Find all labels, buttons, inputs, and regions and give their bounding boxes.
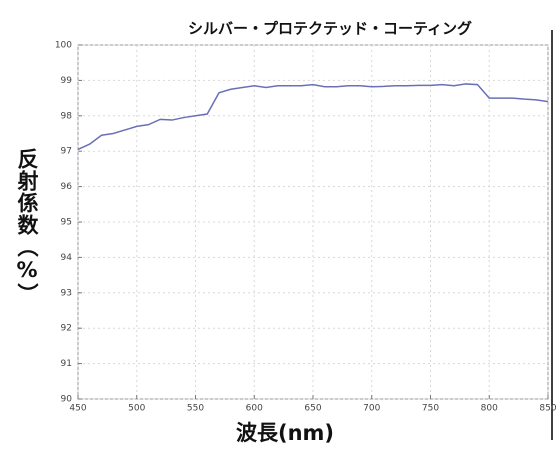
y-tick-label: 95 (61, 218, 72, 228)
data-line (77, 83, 549, 151)
x-tick-label: 750 (422, 404, 439, 414)
x-axis-label: 波長(nm) (236, 421, 334, 445)
y-tick-label: 90 (61, 395, 73, 405)
x-tick-label: 700 (363, 404, 380, 414)
x-tick-label: 600 (246, 404, 263, 414)
x-tick-label: 550 (187, 404, 204, 414)
x-tick-label: 500 (128, 404, 145, 414)
x-tick-label: 650 (304, 404, 321, 414)
y-tick-label: 100 (55, 41, 72, 51)
y-tick-label: 98 (61, 111, 73, 121)
x-tick-label: 450 (69, 404, 86, 414)
x-tick-label: 850 (539, 404, 556, 414)
chart-title: シルバー・プロテクテッド・コーティング (188, 20, 472, 38)
y-tick-label: 94 (61, 253, 73, 263)
y-tick-label: 99 (61, 76, 73, 86)
y-tick-label: 97 (61, 147, 72, 157)
x-tick-label: 800 (481, 404, 498, 414)
y-tick-label: 93 (61, 288, 72, 298)
y-axis-label: 反射係数（%） (15, 148, 39, 305)
y-tick-label: 91 (61, 359, 72, 369)
y-tick-label: 92 (61, 324, 72, 334)
y-tick-label: 96 (61, 182, 73, 192)
